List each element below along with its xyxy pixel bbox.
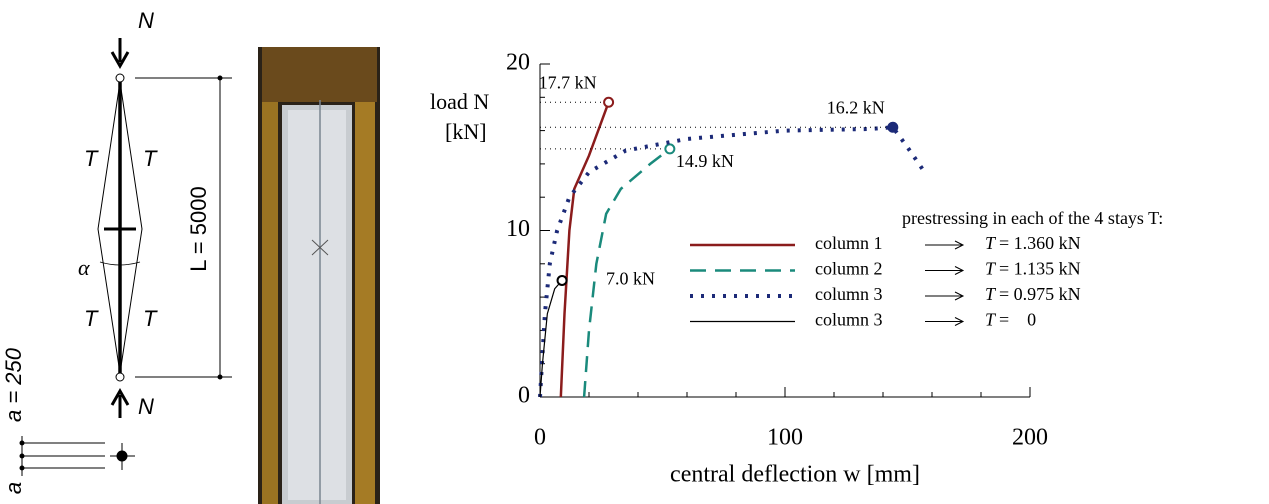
peak-marker bbox=[556, 274, 568, 286]
spacing-label: a = 250 bbox=[1, 347, 26, 422]
stay-label: T bbox=[143, 146, 158, 171]
legend-title: prestressing in each of the 4 stays T: bbox=[902, 208, 1163, 228]
legend-arrow bbox=[925, 291, 965, 301]
y-tick-label: 20 bbox=[506, 50, 530, 76]
stay-label: T bbox=[84, 306, 99, 331]
peak-label: 17.7 kN bbox=[539, 72, 597, 92]
series-line bbox=[559, 101, 610, 398]
peak-label: 16.2 kN bbox=[827, 97, 885, 117]
column-diagram bbox=[19, 38, 232, 476]
y-axis-label: [kN] bbox=[445, 119, 487, 144]
legend-label: column 3 bbox=[815, 284, 883, 304]
load-label: N bbox=[138, 394, 154, 419]
y-axis-label: load N bbox=[430, 89, 489, 114]
test-photo bbox=[258, 47, 380, 504]
legend-label: column 3 bbox=[815, 310, 883, 330]
series-line bbox=[582, 147, 671, 398]
peak-label: 7.0 kN bbox=[606, 269, 655, 289]
legend-arrow bbox=[925, 266, 965, 275]
legend-label: column 2 bbox=[815, 259, 883, 279]
stay-label: T bbox=[143, 306, 158, 331]
x-tick-label: 200 bbox=[1012, 425, 1048, 451]
legend-arrow bbox=[925, 240, 965, 250]
x-tick-label: 100 bbox=[767, 425, 803, 451]
legend-value: = 0.975 kN bbox=[999, 284, 1081, 304]
legend-value: = 0 bbox=[999, 310, 1036, 330]
y-tick-label: 0 bbox=[518, 383, 530, 409]
series-line bbox=[538, 125, 927, 398]
legend-symbol: T bbox=[985, 233, 997, 253]
peak-label: 14.9 kN bbox=[676, 151, 734, 171]
angle-label: α bbox=[78, 255, 90, 280]
y-tick-label: 10 bbox=[506, 216, 530, 242]
series-line bbox=[539, 280, 563, 398]
legend-symbol: T bbox=[985, 284, 997, 304]
length-label: L = 5000 bbox=[186, 186, 211, 271]
legend-symbol: T bbox=[985, 259, 997, 279]
peak-marker bbox=[603, 96, 615, 108]
legend-symbol: T bbox=[985, 310, 997, 330]
legend-value: = 1.135 kN bbox=[999, 259, 1081, 279]
spacing-label: a bbox=[1, 482, 26, 494]
x-tick-label: 0 bbox=[534, 425, 546, 451]
legend-value: = 1.360 kN bbox=[999, 233, 1081, 253]
peak-marker bbox=[887, 121, 899, 133]
stay-label: T bbox=[84, 146, 99, 171]
peak-marker bbox=[664, 143, 676, 155]
x-axis-label: central deflection w [mm] bbox=[670, 462, 920, 488]
legend-arrow bbox=[925, 317, 965, 326]
legend-label: column 1 bbox=[815, 233, 883, 253]
load-label: N bbox=[138, 8, 154, 33]
